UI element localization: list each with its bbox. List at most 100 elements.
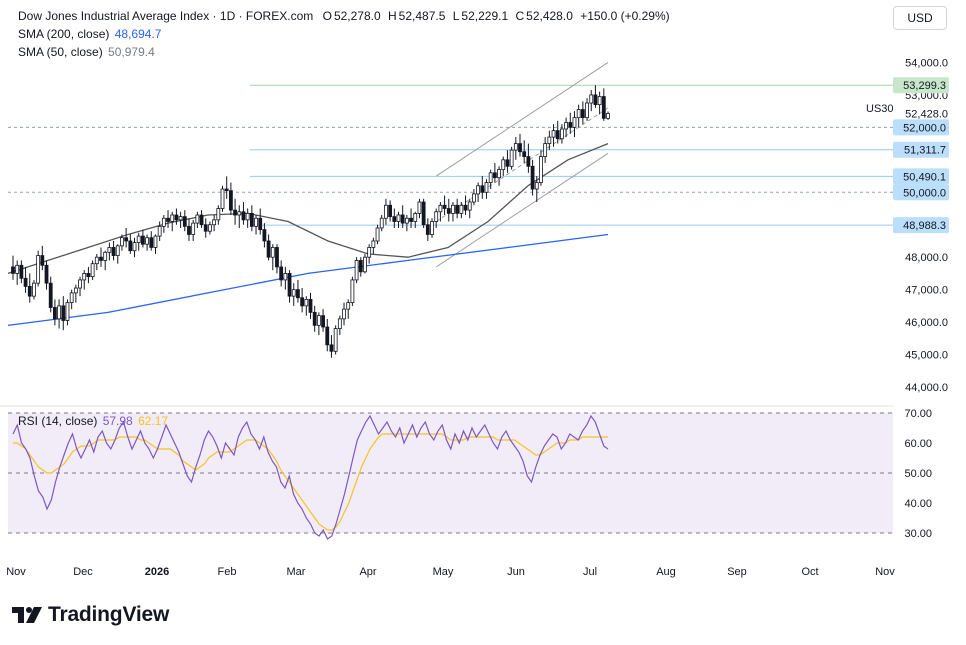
candle <box>379 215 384 232</box>
candle-body <box>161 217 166 227</box>
candle-body <box>321 315 325 328</box>
candle <box>233 198 237 225</box>
time-tick-label: May <box>433 566 454 578</box>
price-label-text: 48,988.3 <box>903 220 946 232</box>
candle-body <box>375 227 380 242</box>
candle-body <box>560 128 564 140</box>
candle-body <box>82 273 87 281</box>
candle <box>430 218 434 238</box>
candle <box>145 234 149 251</box>
symbol-title: Dow Jones Industrial Average Index · 1D … <box>18 9 314 23</box>
candle-body <box>333 328 338 352</box>
candle <box>300 288 305 313</box>
candle <box>220 185 225 212</box>
candle-body <box>371 240 376 248</box>
candle <box>434 208 439 228</box>
candle <box>316 312 321 336</box>
currency-button[interactable]: USD <box>893 6 947 30</box>
candle <box>534 176 539 203</box>
candle <box>459 202 464 219</box>
candle-body <box>413 212 418 222</box>
price-label-5: 48,988.3 <box>893 217 949 234</box>
candle <box>513 137 518 160</box>
candle-body <box>53 307 57 320</box>
candle <box>36 250 41 287</box>
candle-body <box>103 251 108 261</box>
candle <box>140 229 145 248</box>
candle-body <box>245 212 250 221</box>
candle-body <box>438 204 443 213</box>
price-label-2: 51,311.7 <box>893 141 949 158</box>
price-label-text: 52,000.0 <box>903 122 946 134</box>
candle <box>203 218 208 238</box>
candle-body <box>296 289 300 299</box>
candle <box>241 202 246 225</box>
candle <box>589 90 594 112</box>
candle <box>245 208 250 228</box>
candle-body <box>111 247 116 256</box>
candle <box>124 227 129 248</box>
ohlc-close-key: C <box>515 9 525 23</box>
candle-body <box>551 130 556 138</box>
candle-body <box>308 298 313 313</box>
candle-body <box>463 204 468 211</box>
rsi-legend[interactable]: RSI (14, close) 57.98 62.17 <box>18 414 170 428</box>
candle <box>321 309 325 332</box>
candle-body <box>430 221 434 235</box>
candle-body <box>48 282 53 308</box>
candle <box>367 244 372 264</box>
candle <box>312 305 317 332</box>
candle-body <box>547 136 552 144</box>
candle-body <box>27 286 32 297</box>
candle <box>409 208 413 228</box>
candle <box>279 260 284 287</box>
candle <box>195 211 200 228</box>
candle-body <box>249 212 254 227</box>
candle <box>518 133 522 157</box>
candle-body <box>392 216 397 222</box>
candle <box>107 242 112 261</box>
sma200-legend[interactable]: SMA (200, close) 48,694.7 <box>18 27 163 41</box>
candle-body <box>358 260 363 273</box>
candle-body <box>287 273 292 297</box>
candle-body <box>367 247 372 258</box>
candle <box>216 205 221 225</box>
candle <box>606 111 610 120</box>
candle <box>275 244 279 274</box>
time-tick-label: Apr <box>359 566 376 578</box>
rsi-tick-label: 60.00 <box>904 438 932 450</box>
sma50-path <box>7 142 609 275</box>
candle <box>191 219 196 241</box>
candle-body <box>526 156 531 167</box>
candle-body <box>555 130 560 140</box>
candle <box>358 257 363 277</box>
last-price-label: 52,428.0 <box>905 108 948 120</box>
ohlc-low-key: L <box>452 9 460 23</box>
candle <box>266 234 271 261</box>
candle-body <box>300 297 305 307</box>
candle-body <box>589 94 594 104</box>
candle <box>597 91 602 115</box>
candle <box>136 232 141 251</box>
candle-body <box>115 245 120 256</box>
candle <box>551 124 556 147</box>
candle <box>40 245 45 271</box>
candle-body <box>400 214 405 224</box>
candle-body <box>530 165 535 190</box>
candle-body <box>601 96 606 119</box>
candle-body <box>90 263 95 278</box>
price-label-text: 53,299.3 <box>903 80 946 92</box>
candle-body <box>15 264 20 274</box>
candle-body <box>484 182 489 193</box>
candle-body <box>593 94 598 106</box>
sma50-legend[interactable]: SMA (50, close) 50,979.4 <box>18 45 157 59</box>
candle-body <box>11 266 15 274</box>
tradingview-logo[interactable]: TradingView <box>12 603 169 627</box>
candle-body <box>237 211 242 216</box>
candle-body <box>275 247 279 268</box>
candle-body <box>568 122 573 128</box>
candle <box>82 270 87 290</box>
candle-body <box>442 204 447 209</box>
candle-body <box>488 172 493 183</box>
